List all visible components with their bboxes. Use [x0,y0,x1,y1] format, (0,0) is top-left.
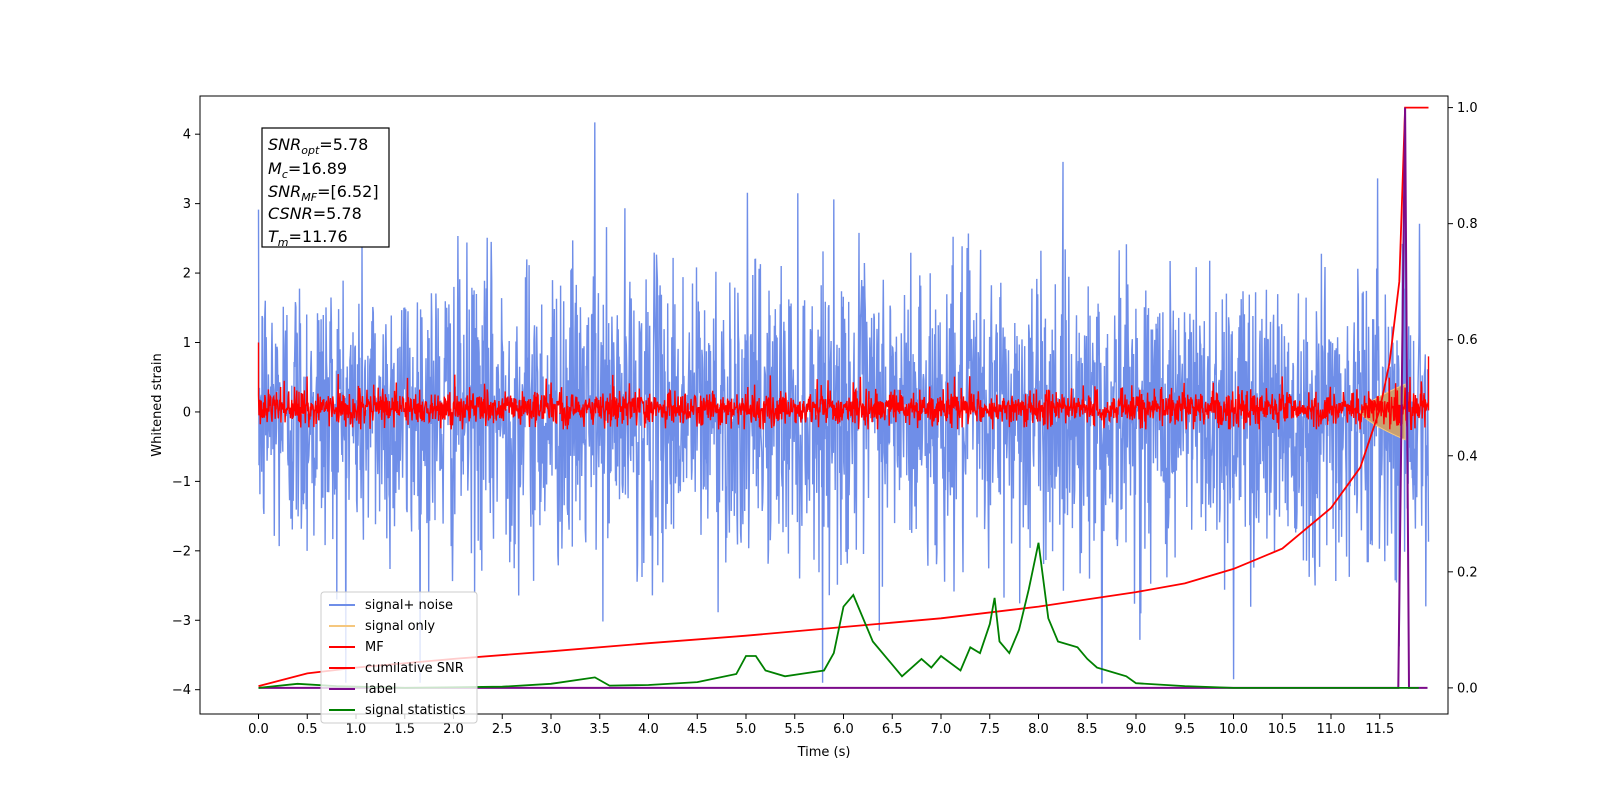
x-tick-label: 1.0 [346,722,367,737]
x-axis-label: Time (s) [797,745,851,760]
x-tick-label: 10.0 [1219,722,1248,737]
y2-tick-label: 0.4 [1457,449,1478,464]
x-tick-label: 0.5 [297,722,318,737]
annotation-tm: Tm=11.76 [268,227,348,249]
legend-item-signal-noise: signal+ noise [329,598,453,613]
x-tick-label: 8.5 [1077,722,1098,737]
legend-item-cumulative-snr: cumilative SNR [329,661,464,676]
y-axis-right: 0.0 0.2 0.4 0.6 0.8 1.0 [1448,101,1478,696]
x-tick-label: 4.5 [687,722,708,737]
x-tick-label: 0.0 [248,722,269,737]
annotation-mc: Mc=16.89 [268,159,347,181]
legend-item-signal-only: signal only [329,619,435,634]
svg-text:signal+ noise: signal+ noise [365,598,453,613]
y2-tick-label: 1.0 [1457,101,1478,116]
y-tick-label: −2 [172,544,191,559]
x-tick-label: 6.5 [882,722,903,737]
x-axis: 0.0 0.5 1.0 1.5 2.0 2.5 3.0 3.5 4.0 4.5 5.0 5.5 6.0 6… [248,714,1394,737]
x-tick-label: 3.0 [541,722,562,737]
annotation-snr-opt: SNRopt=5.78 [268,135,368,157]
y-tick-label: 2 [183,267,191,282]
legend: signal+ noise signal only MF cumilative … [320,591,478,724]
y2-tick-label: 0.8 [1457,217,1478,232]
x-tick-label: 7.5 [979,722,1000,737]
x-tick-label: 8.0 [1028,722,1049,737]
y-axis-left: −4 −3 −2 −1 0 1 2 3 4 [172,128,200,698]
y-tick-label: 4 [183,128,191,143]
cumulative-snr-series [258,106,1429,687]
legend-item-label: label [329,682,396,697]
x-tick-label: 9.5 [1174,722,1195,737]
x-tick-label: 11.5 [1365,722,1394,737]
svg-text:signal statistics: signal statistics [365,703,466,718]
legend-item-mf: MF [329,640,384,655]
annotation-snr-mf: SNRMF=[6.52] [268,182,379,204]
svg-text:MF: MF [365,640,384,655]
x-tick-label: 1.5 [394,722,415,737]
signal-noise-line [257,122,1430,684]
x-tick-label: 2.0 [443,722,464,737]
x-tick-label: 5.0 [736,722,757,737]
y-axis-label: Whitened strain [150,353,165,456]
plot-frame [199,95,1449,715]
x-tick-label: 7.0 [931,722,952,737]
y-tick-label: 3 [183,197,191,212]
svg-text:signal only: signal only [365,619,435,634]
x-tick-label: 2.5 [492,722,513,737]
svg-text:label: label [365,682,396,697]
x-tick-label: 3.5 [589,722,610,737]
cumulative-snr-line [258,106,1429,687]
y-tick-label: −1 [172,475,191,490]
y2-tick-label: 0.0 [1457,681,1478,696]
y-tick-label: −3 [172,614,191,629]
x-tick-label: 11.0 [1317,722,1346,737]
signal-noise-series [257,122,1430,684]
y-tick-label: 1 [183,336,191,351]
x-tick-label: 10.5 [1268,722,1297,737]
svg-text:cumilative SNR: cumilative SNR [365,661,464,676]
annotation-box: SNRopt=5.78 Mc=16.89 SNRMF=[6.52] CSNR=5… [261,127,390,249]
x-tick-label: 9.0 [1126,722,1147,737]
x-tick-label: 5.5 [784,722,805,737]
y2-tick-label: 0.2 [1457,565,1478,580]
annotation-csnr: CSNR=5.78 [268,204,362,223]
x-tick-label: 6.0 [833,722,854,737]
y2-tick-label: 0.6 [1457,333,1478,348]
signal-statistics-line [258,542,1419,689]
y-tick-label: 0 [183,405,191,420]
x-tick-label: 4.0 [638,722,659,737]
signal-statistics-series [258,542,1419,689]
y-tick-label: −4 [172,683,191,698]
mf-line [257,342,1430,430]
mf-series [257,342,1430,430]
legend-item-signal-statistics: signal statistics [329,703,466,718]
